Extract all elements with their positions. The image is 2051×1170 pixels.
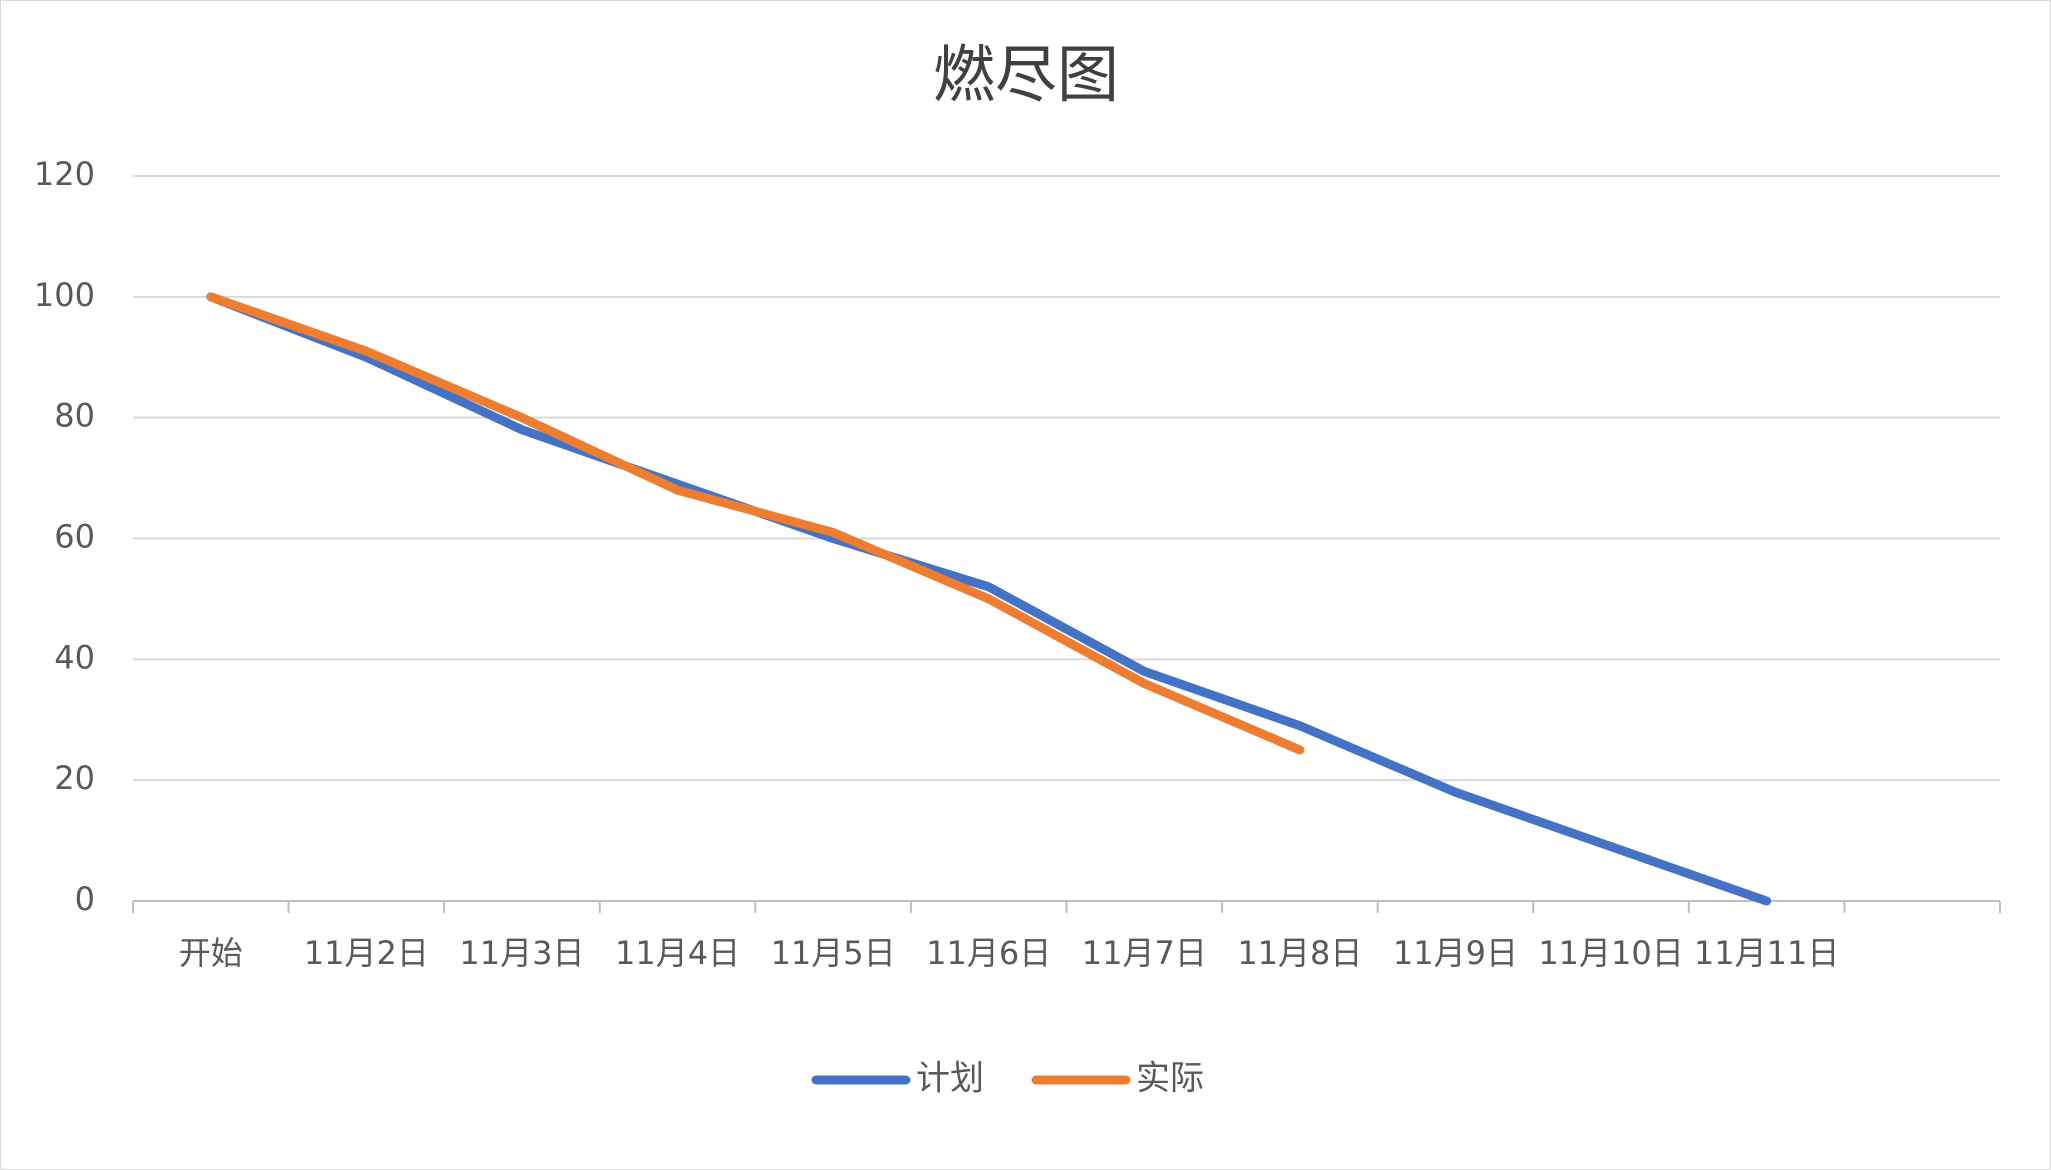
x-tick-label: 11月6日 [926,934,1052,972]
x-tick-label: 11月9日 [1392,934,1518,972]
series-line [206,292,1772,906]
y-tick-label: 80 [54,397,95,435]
x-tick-label: 11月4日 [614,934,741,972]
legend-label: 实际 [1136,1059,1204,1099]
series-line [206,292,1305,755]
y-tick-label: 100 [34,276,95,314]
y-tick-label: 60 [54,518,95,556]
y-tick-label: 120 [34,155,95,193]
x-tick-label: 11月3日 [459,934,585,972]
x-tick-label: 11月11日 [1693,934,1840,972]
x-tick-label: 11月10日 [1538,934,1684,972]
x-tick-label: 11月5日 [770,934,896,972]
chart-title: 燃尽图 [933,38,1119,111]
legend-label: 计划 [916,1059,984,1099]
x-tick-label: 开始 [178,934,243,972]
y-tick-label: 40 [54,638,95,676]
x-tick-label: 11月8日 [1237,934,1363,972]
x-tick-label: 11月7日 [1081,934,1207,972]
y-tick-label: 20 [54,759,95,797]
x-tick-label: 11月2日 [303,934,429,972]
y-tick-label: 0 [75,880,95,918]
